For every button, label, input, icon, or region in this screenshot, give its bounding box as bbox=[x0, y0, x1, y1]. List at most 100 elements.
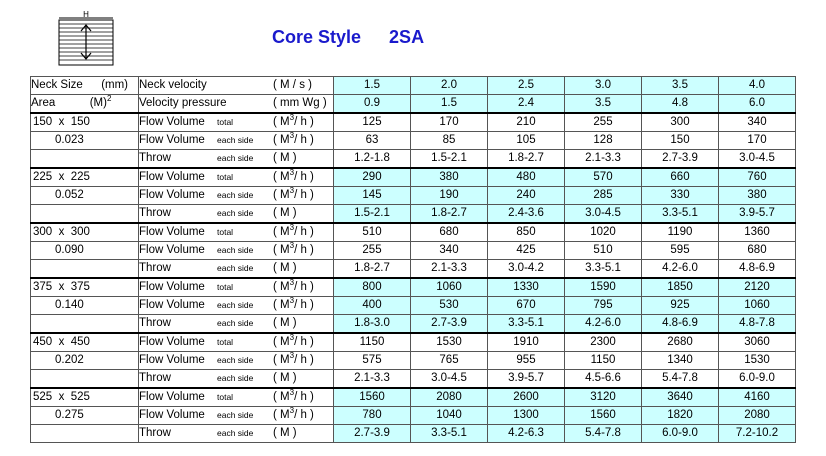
value-cell: 6.0-9.0 bbox=[641, 424, 719, 443]
area-cell: 0.275 bbox=[30, 406, 139, 425]
row-label-cell: Flow Volume total ( M3/ h ) bbox=[138, 277, 334, 297]
value-cell: 255 bbox=[333, 241, 411, 260]
value-cell: 3.3-5.1 bbox=[410, 424, 488, 443]
value-cell: 1530 bbox=[410, 332, 488, 352]
flow-each-side-row: 0.090 Flow Volume each side ( M3/ h ) 255 340… bbox=[30, 241, 796, 260]
row-sublabel: total bbox=[217, 117, 234, 127]
neck-size-cell: 450 x 450 bbox=[30, 332, 139, 352]
value-cell: 510 bbox=[333, 222, 411, 242]
flow-each-side-row: 0.023 Flow Volume each side ( M3/ h ) 63 85 10… bbox=[30, 131, 796, 150]
value-cell: 2.7-3.9 bbox=[410, 314, 488, 334]
pressure-cell: 0.9 bbox=[333, 94, 411, 114]
value-cell: 340 bbox=[718, 112, 796, 132]
throw-row: Throw each side ( M ) 1.8-2.7 2.1-3.3 3.0-4.2… bbox=[30, 259, 796, 279]
area-cell: 0.052 bbox=[30, 186, 139, 205]
value-cell: 380 bbox=[718, 186, 796, 205]
row-label-cell: Throw each side ( M ) bbox=[138, 204, 334, 224]
throw-row: Throw each side ( M ) 2.1-3.3 3.0-4.5 3.9-5.7… bbox=[30, 369, 796, 389]
row-label: Flow Volume bbox=[139, 281, 205, 293]
value-cell: 425 bbox=[487, 241, 565, 260]
row-label-cell: Flow Volume each side ( M3/ h ) bbox=[138, 241, 334, 260]
throw-unit: ( M ) bbox=[273, 372, 297, 384]
value-cell: 5.4-7.8 bbox=[641, 369, 719, 389]
velocity-cell: 3.5 bbox=[641, 76, 719, 95]
value-cell: 4.8-6.9 bbox=[718, 259, 796, 279]
flow-total-row: 300 x 300 Flow Volume total ( M3/ h ) 510 680… bbox=[30, 222, 796, 242]
throw-unit: ( M ) bbox=[273, 207, 297, 219]
value-cell: 1330 bbox=[487, 277, 565, 297]
value-cell: 2.1-3.3 bbox=[564, 149, 642, 169]
neck-size-value: 225 x 225 bbox=[33, 171, 90, 183]
row-label: Flow Volume bbox=[139, 226, 205, 238]
neck-size-value: 525 x 525 bbox=[33, 391, 90, 403]
flow-total-row: 225 x 225 Flow Volume total ( M3/ h ) 290 380… bbox=[30, 167, 796, 187]
value-cell: 128 bbox=[564, 131, 642, 150]
empty-cell bbox=[30, 204, 139, 224]
row-sublabel: each side bbox=[217, 428, 254, 438]
value-cell: 480 bbox=[487, 167, 565, 187]
neck-size-header: Neck Size (mm) bbox=[30, 76, 139, 95]
value-cell: 145 bbox=[333, 186, 411, 205]
row-label: Flow Volume bbox=[139, 299, 205, 311]
value-cell: 1150 bbox=[564, 351, 642, 370]
empty-cell bbox=[30, 149, 139, 169]
value-cell: 2300 bbox=[564, 332, 642, 352]
row-sublabel: each side bbox=[217, 263, 254, 273]
value-cell: 850 bbox=[487, 222, 565, 242]
neck-size-cell: 225 x 225 bbox=[30, 167, 139, 187]
row-sublabel: total bbox=[217, 282, 234, 292]
value-cell: 1820 bbox=[641, 406, 719, 425]
throw-row: Throw each side ( M ) 1.2-1.8 1.5-2.1 1.8-2.7… bbox=[30, 149, 796, 169]
row-label-cell: Throw each side ( M ) bbox=[138, 314, 334, 334]
throw-unit: ( M ) bbox=[273, 152, 297, 164]
value-cell: 795 bbox=[564, 296, 642, 315]
value-cell: 1530 bbox=[718, 351, 796, 370]
value-cell: 3.9-5.7 bbox=[718, 204, 796, 224]
value-cell: 3060 bbox=[718, 332, 796, 352]
value-cell: 2.7-3.9 bbox=[333, 424, 411, 443]
flow-unit: ( M3/ h ) bbox=[273, 388, 314, 403]
neck-size-value: 300 x 300 bbox=[33, 226, 90, 238]
neck-velocity-row: Neck Size (mm) Neck velocity ( M / s ) 1.… bbox=[30, 76, 796, 95]
value-cell: 955 bbox=[487, 351, 565, 370]
area-value: 0.052 bbox=[55, 189, 84, 201]
area-cell: 0.140 bbox=[30, 296, 139, 315]
empty-cell bbox=[30, 369, 139, 389]
row-label: Flow Volume bbox=[139, 409, 205, 421]
value-cell: 570 bbox=[564, 167, 642, 187]
value-cell: 190 bbox=[410, 186, 488, 205]
row-label-cell: Throw each side ( M ) bbox=[138, 149, 334, 169]
grille-diagram: H bbox=[55, 10, 117, 67]
flow-unit: ( M3/ h ) bbox=[273, 351, 314, 367]
flow-each-side-row: 0.202 Flow Volume each side ( M3/ h ) 575 765… bbox=[30, 351, 796, 370]
row-sublabel: total bbox=[217, 337, 234, 347]
pressure-cell: 6.0 bbox=[718, 94, 796, 114]
flow-unit: ( M3/ h ) bbox=[273, 168, 314, 183]
value-cell: 240 bbox=[487, 186, 565, 205]
value-cell: 3.0-4.5 bbox=[718, 149, 796, 169]
value-cell: 5.4-7.8 bbox=[564, 424, 642, 443]
row-label: Flow Volume bbox=[139, 171, 205, 183]
value-cell: 330 bbox=[641, 186, 719, 205]
value-cell: 1560 bbox=[564, 406, 642, 425]
value-cell: 4.2-6.0 bbox=[564, 314, 642, 334]
velocity-cell: 2.0 bbox=[410, 76, 488, 95]
flow-unit: ( M3/ h ) bbox=[273, 296, 314, 312]
value-cell: 510 bbox=[564, 241, 642, 260]
flow-each-side-row: 0.140 Flow Volume each side ( M3/ h ) 400 530… bbox=[30, 296, 796, 315]
row-label-cell: Flow Volume each side ( M3/ h ) bbox=[138, 186, 334, 205]
area-value: 0.275 bbox=[55, 409, 84, 421]
value-cell: 300 bbox=[641, 112, 719, 132]
row-sublabel: each side bbox=[217, 318, 254, 328]
value-cell: 3.3-5.1 bbox=[487, 314, 565, 334]
value-cell: 4.2-6.3 bbox=[487, 424, 565, 443]
velocity-cell: 2.5 bbox=[487, 76, 565, 95]
pressure-cell: 1.5 bbox=[410, 94, 488, 114]
value-cell: 1300 bbox=[487, 406, 565, 425]
area-unit-sup: 2 bbox=[106, 94, 112, 104]
value-cell: 1.8-3.0 bbox=[333, 314, 411, 334]
value-cell: 3.3-5.1 bbox=[564, 259, 642, 279]
neck-velocity-unit: ( M / s ) bbox=[273, 79, 312, 91]
value-cell: 3.0-4.2 bbox=[487, 259, 565, 279]
value-cell: 3.3-5.1 bbox=[641, 204, 719, 224]
